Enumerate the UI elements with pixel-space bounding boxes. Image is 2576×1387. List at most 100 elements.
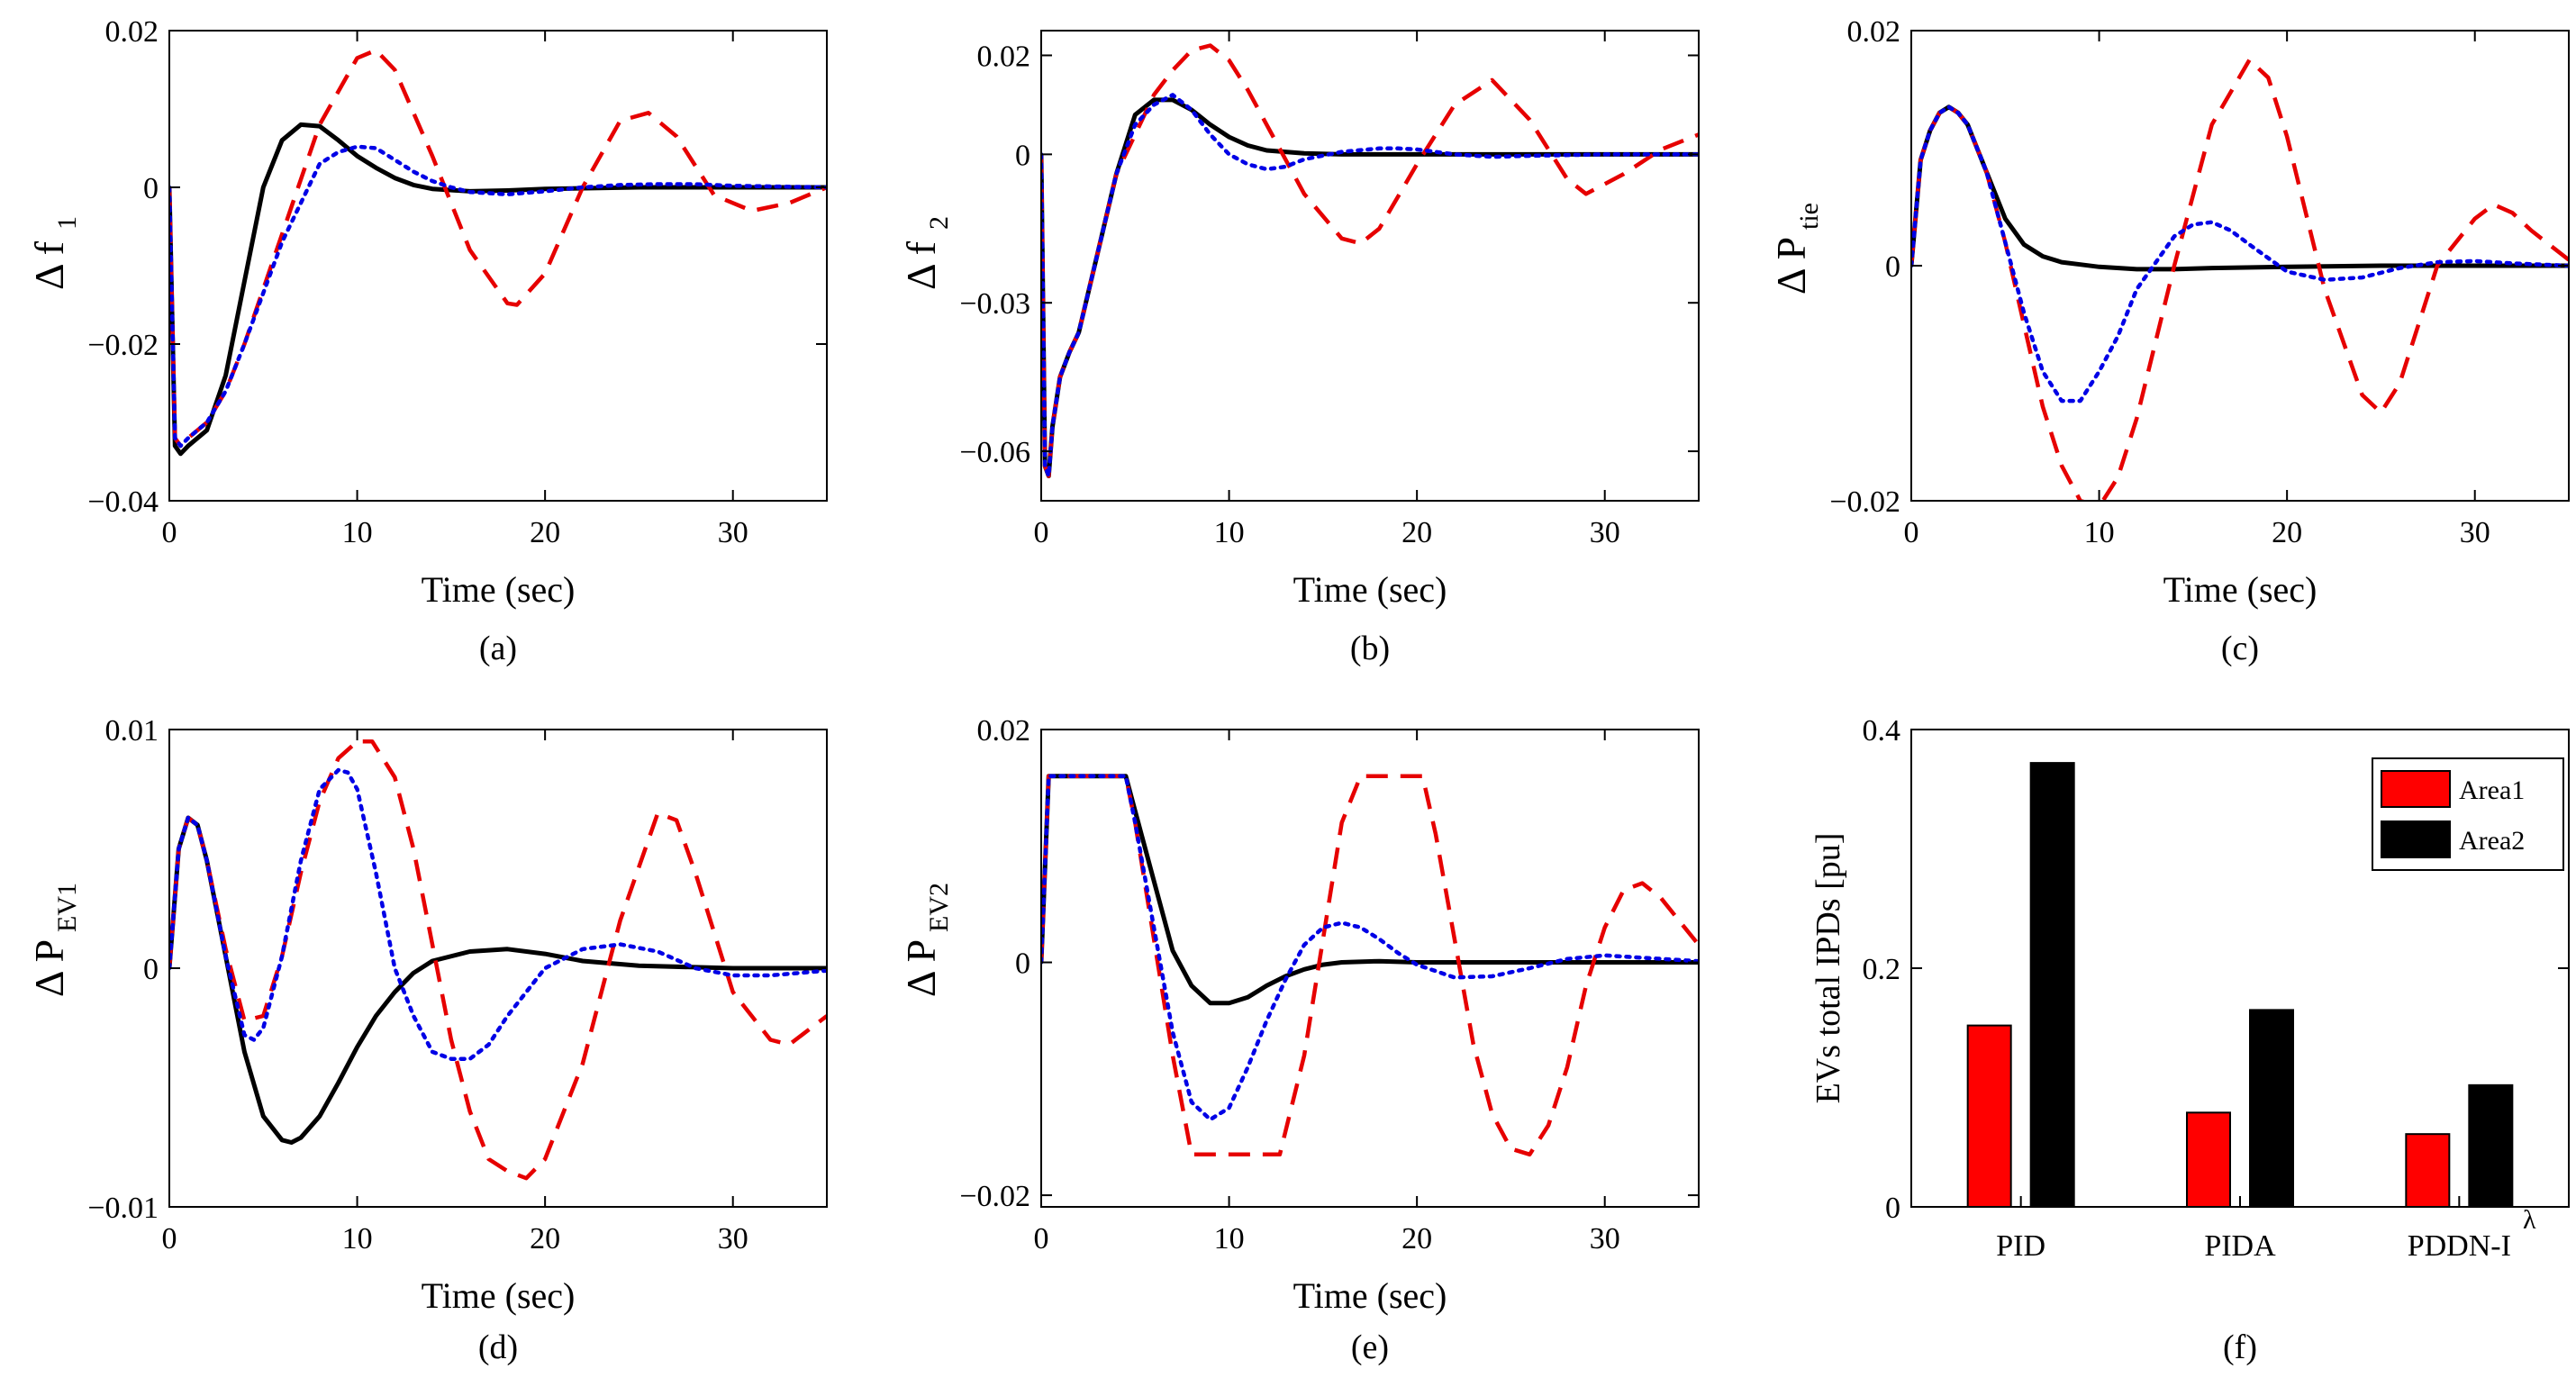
y-tick-label: 0.02 bbox=[977, 714, 1031, 748]
y-tick-label: 0.02 bbox=[977, 40, 1031, 73]
panel-f: PID PIDA PDDN-I λ 0 0.2 0.4 EVs total IPDs [pu]… bbox=[1810, 714, 2570, 1366]
legend-label-area2: Area2 bbox=[2459, 826, 2525, 856]
y-axis-label: Δ f 2 bbox=[898, 216, 954, 290]
y-axis-label-subscript: EV1 bbox=[52, 883, 82, 932]
x-tick-label: 0 bbox=[1034, 1222, 1049, 1256]
y-tick-label: 0.4 bbox=[1863, 714, 1901, 748]
panel-caption: (b) bbox=[1350, 630, 1390, 667]
y-axis-label-subscript: 1 bbox=[52, 216, 82, 230]
x-tick-label: 10 bbox=[1214, 1222, 1245, 1256]
y-tick-label: 0 bbox=[1015, 947, 1030, 981]
y-tick-label: 0 bbox=[1885, 250, 1900, 284]
series-dashed-line bbox=[1041, 43, 1699, 478]
y-axis-label-text: EVs total IPDs [pu] bbox=[1810, 833, 1847, 1104]
category-label: PIDA bbox=[2204, 1229, 2276, 1263]
y-tick-label: −0.06 bbox=[959, 436, 1030, 469]
x-tick-label: 10 bbox=[2084, 516, 2115, 549]
series-dotted-line bbox=[169, 767, 827, 1061]
y-axis-label: Δ P tie bbox=[1768, 203, 1824, 295]
x-tick-label: 10 bbox=[1214, 516, 1245, 549]
y-tick-label: 0.02 bbox=[1847, 15, 1901, 49]
y-axis-label-subscript: EV2 bbox=[924, 883, 954, 932]
series-dotted-line bbox=[1041, 774, 1699, 1122]
x-tick-label: 10 bbox=[342, 1222, 373, 1256]
y-axis-label: Δ f 1 bbox=[26, 216, 82, 290]
category-label: PDDN-I bbox=[2408, 1229, 2511, 1263]
x-tick-label: 20 bbox=[530, 1222, 560, 1256]
x-axis-label: Time (sec) bbox=[1293, 569, 1447, 610]
y-tick-label: −0.01 bbox=[87, 1192, 159, 1225]
x-tick-label: 30 bbox=[718, 516, 748, 549]
bar-area1-pida bbox=[2186, 1111, 2231, 1208]
axes-box bbox=[168, 30, 828, 502]
y-tick-label: −0.03 bbox=[959, 287, 1030, 321]
x-tick-label: 30 bbox=[2460, 516, 2490, 549]
series-dashed-line bbox=[1911, 58, 2569, 501]
panel-caption: (e) bbox=[1351, 1328, 1389, 1366]
axes-box bbox=[1040, 729, 1700, 1208]
series-solid-line bbox=[1041, 774, 1699, 1006]
x-tick-label: 20 bbox=[530, 516, 560, 549]
y-tick-label: −0.02 bbox=[87, 329, 159, 362]
series-dashed-line bbox=[169, 739, 827, 1181]
y-axis-label: Δ P EV1 bbox=[26, 883, 82, 997]
x-tick-label: 0 bbox=[1904, 516, 1919, 549]
bar-area1-pddn-i bbox=[2405, 1133, 2451, 1209]
bar-area1-pid bbox=[1966, 1024, 2012, 1208]
bar-area2-pddn-i bbox=[2468, 1083, 2514, 1208]
y-axis-label-main: Δ P bbox=[1768, 237, 1814, 295]
bar-area2-pid bbox=[2029, 762, 2075, 1208]
axes-box bbox=[1040, 30, 1700, 502]
panel-b: 0 10 20 30 −0.06 −0.03 0 0.02 Time (sec) Δ f 2 (b) bbox=[898, 30, 1700, 667]
y-axis-label: Δ P EV2 bbox=[898, 883, 954, 997]
y-axis-label-main: Δ P bbox=[898, 939, 944, 997]
y-axis-label-main: Δ P bbox=[26, 939, 72, 997]
x-tick-label: 20 bbox=[1401, 516, 1432, 549]
panel-caption: (d) bbox=[478, 1328, 518, 1366]
y-tick-label: 0 bbox=[1885, 1192, 1900, 1225]
panel-a: 0 10 20 30 −0.04 −0.02 0 0.02 Time (sec) Δ f 1 (a) bbox=[26, 15, 828, 667]
series-dashed-line bbox=[1041, 774, 1699, 1157]
legend: Area1 Area2 bbox=[2372, 757, 2564, 871]
legend-swatch-area1 bbox=[2381, 770, 2451, 808]
x-tick-label: 30 bbox=[1590, 1222, 1620, 1256]
y-tick-label: 0.02 bbox=[105, 15, 159, 49]
x-axis-label: Time (sec) bbox=[1293, 1275, 1447, 1316]
category-label: PID bbox=[1996, 1229, 2045, 1263]
bar-area2-pida bbox=[2249, 1009, 2294, 1208]
series-dotted-line bbox=[169, 144, 827, 449]
x-tick-label: 30 bbox=[718, 1222, 748, 1256]
y-tick-label: 0 bbox=[143, 172, 159, 205]
y-axis-label-main: Δ f bbox=[26, 240, 72, 290]
panel-caption: (c) bbox=[2221, 630, 2259, 667]
y-tick-label: 0.01 bbox=[105, 714, 159, 748]
x-tick-label: 20 bbox=[1401, 1222, 1432, 1256]
legend-swatch-area2 bbox=[2381, 820, 2451, 858]
legend-label-area1: Area1 bbox=[2459, 775, 2525, 805]
series-solid-line bbox=[1911, 104, 2569, 272]
x-axis-label: Time (sec) bbox=[422, 1275, 576, 1316]
series-dashed-line bbox=[169, 48, 827, 449]
y-axis-label-main: Δ f bbox=[898, 240, 944, 290]
panel-caption: (a) bbox=[479, 630, 517, 667]
series-solid-line bbox=[169, 122, 827, 457]
y-tick-label: 0 bbox=[1015, 139, 1030, 172]
y-tick-label: −0.02 bbox=[959, 1180, 1030, 1213]
series-dotted-line bbox=[1041, 93, 1699, 478]
x-tick-label: 0 bbox=[162, 1222, 177, 1256]
y-tick-label: −0.02 bbox=[1829, 485, 1900, 519]
y-axis-label-subscript: 2 bbox=[924, 216, 954, 230]
category-superscript: λ bbox=[2523, 1205, 2536, 1235]
y-axis-label-subscript: tie bbox=[1794, 203, 1824, 230]
x-tick-label: 0 bbox=[1034, 516, 1049, 549]
panel-caption: (f) bbox=[2223, 1328, 2257, 1366]
x-tick-label: 20 bbox=[2272, 516, 2302, 549]
y-axis-label: EVs total IPDs [pu] bbox=[1810, 833, 1847, 1104]
x-tick-label: 0 bbox=[162, 516, 177, 549]
x-axis-label: Time (sec) bbox=[422, 569, 576, 610]
x-axis-label: Time (sec) bbox=[2163, 569, 2317, 610]
x-tick-label: 30 bbox=[1590, 516, 1620, 549]
